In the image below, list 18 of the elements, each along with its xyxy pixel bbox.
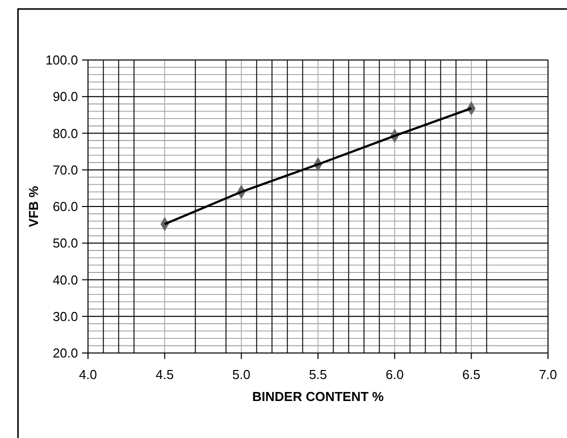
x-tick-label: 6.5 [462, 367, 480, 382]
y-tick-label: 90.0 [52, 89, 78, 104]
x-tick-label: 4.5 [156, 367, 174, 382]
y-tick-label: 40.0 [52, 272, 78, 288]
y-tick-label: 80.0 [52, 126, 78, 141]
y-tick-label: 20.0 [52, 346, 78, 360]
x-tick-label: 4.0 [78, 367, 98, 382]
x-tick-label: 5.0 [232, 367, 250, 382]
x-tick-label: 7.0 [538, 367, 558, 382]
y-tick-label: 30.0 [52, 308, 78, 324]
x-tick-label: 6.0 [386, 367, 404, 382]
y-tick-label: 100.0 [45, 52, 78, 68]
y-axis-title: VFB % [26, 185, 41, 228]
y-tick-label: 70.0 [52, 162, 78, 178]
x-tick-label: 5.5 [308, 367, 328, 382]
y-tick-label: 50.0 [52, 236, 78, 251]
y-tick-label: 60.0 [52, 199, 78, 214]
x-axis-title: BINDER CONTENT % [252, 389, 384, 404]
